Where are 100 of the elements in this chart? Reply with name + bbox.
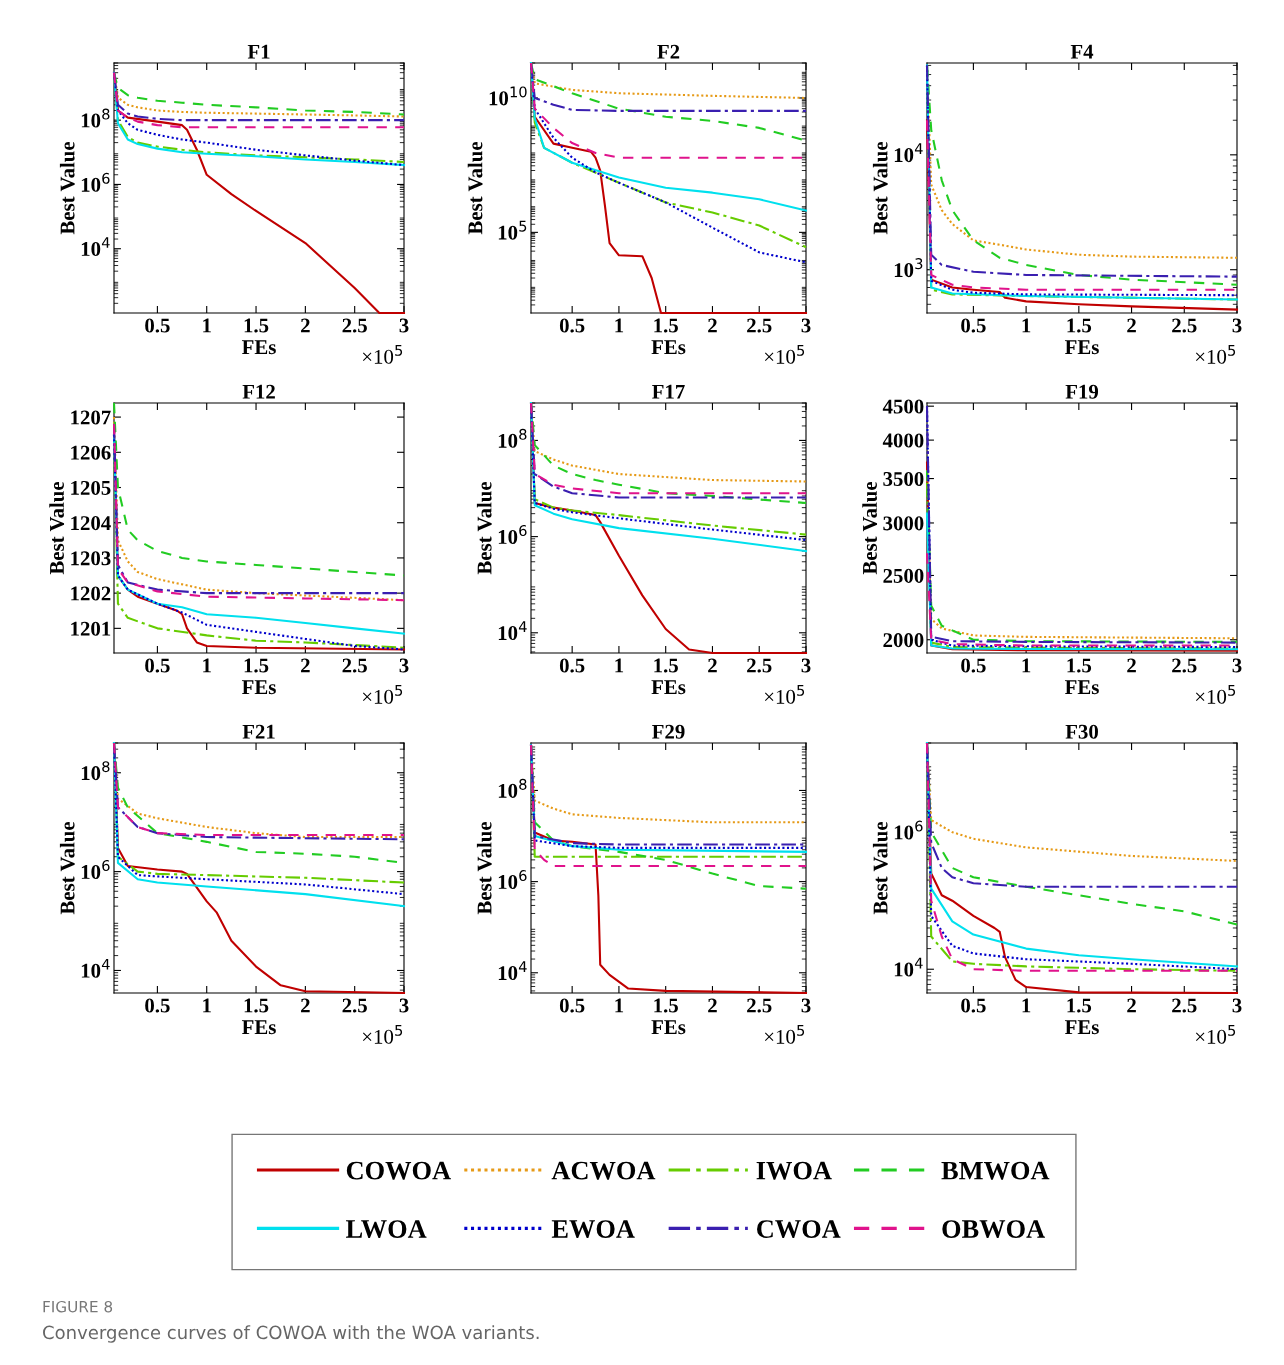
x-tick-label: 1 (203, 998, 211, 1013)
text: Convergence curves of COWOA with the WOA variants. (43, 1325, 539, 1343)
x-tick-label: 2 (1127, 318, 1136, 333)
x-tick-label: 2 (708, 658, 717, 673)
legend-label: BMWOA (941, 1161, 1050, 1180)
x-axis-title: FEs (1064, 680, 1099, 695)
x-tick-label: 0.5 (145, 998, 170, 1013)
text: ×10$^{5}$ (362, 345, 403, 364)
text: ×10$^{5}$ (1195, 1025, 1236, 1044)
x-tick-label: 0.5 (961, 658, 986, 673)
chart-title: F21 (242, 724, 275, 739)
y-tick-label: 3500 (883, 471, 924, 486)
x-tick-label: 3 (801, 658, 811, 673)
x-tick-label: 2 (1127, 998, 1136, 1013)
y-tick-label: 1202 (71, 586, 111, 601)
chart-title: F29 (652, 724, 685, 739)
y-tick-label: 10$^{8}$ (81, 108, 110, 128)
x-tick-label: 1.5 (1067, 318, 1092, 333)
y-tick-label: 10$^{10}$ (489, 86, 527, 106)
x-tick-label: 2.5 (1172, 658, 1197, 673)
y-tick-label: 10$^{3}$ (894, 258, 923, 278)
x-axis-title: FEs (1064, 1020, 1099, 1035)
x-tick-label: 0.5 (559, 998, 585, 1013)
y-tick-label: 1205 (71, 480, 111, 495)
y-tick-label: 10$^{4}$ (498, 621, 527, 641)
x-tick-label: 3 (399, 658, 409, 673)
y-tick-label: 10$^{4}$ (498, 961, 527, 981)
y-tick-label: 10$^{6}$ (498, 525, 527, 545)
x-axis-title: FEs (241, 340, 276, 355)
y-tick-label: 4000 (882, 433, 924, 448)
x-tick-label: 3 (801, 998, 811, 1013)
y-tick-label: 10$^{8}$ (498, 428, 527, 448)
chart-title: F12 (242, 384, 275, 399)
x-tick-label: 3 (399, 318, 409, 333)
text: ×10$^{5}$ (362, 1025, 403, 1044)
x-tick-label: 1 (615, 998, 624, 1013)
x-tick-label: 1 (615, 318, 624, 333)
y-axis-title: Best Value (49, 481, 65, 575)
y-tick-label: 3000 (883, 516, 924, 531)
x-tick-label: 3 (1232, 318, 1242, 333)
x-tick-label: 0.5 (559, 318, 585, 333)
legend-label: ACWOA (551, 1161, 656, 1180)
x-axis-title: FEs (651, 340, 686, 355)
x-tick-label: 0.5 (145, 658, 170, 673)
text: ×10$^{5}$ (764, 1025, 805, 1044)
x-tick-label: 0.5 (559, 658, 585, 673)
x-tick-label: 2.5 (747, 658, 772, 673)
x-tick-label: 1.5 (244, 658, 269, 673)
x-tick-label: 2.5 (342, 318, 367, 333)
y-tick-label: 10$^{4}$ (81, 958, 110, 978)
x-tick-label: 1.5 (244, 318, 269, 333)
x-tick-label: 2 (301, 998, 310, 1013)
x-tick-label: 0.5 (145, 318, 170, 333)
x-tick-label: 2.5 (342, 658, 367, 673)
x-tick-label: 1.5 (654, 658, 678, 673)
chart-title: F19 (1065, 384, 1099, 399)
legend-label: COWOA (346, 1161, 451, 1180)
x-axis-title: FEs (651, 1020, 686, 1035)
y-tick-label: 10$^{6}$ (894, 820, 923, 840)
x-axis-title: FEs (651, 680, 686, 695)
y-axis-title: Best Value (476, 481, 492, 575)
chart-title: F17 (652, 384, 685, 399)
y-tick-label: 10$^{6}$ (81, 172, 110, 192)
legend-label: IWOA (756, 1161, 832, 1180)
x-tick-label: 2.5 (747, 318, 772, 333)
x-tick-label: 1 (1022, 658, 1031, 673)
x-tick-label: 2 (301, 658, 310, 673)
chart-title: F4 (1070, 44, 1094, 59)
y-tick-label: 4500 (882, 399, 924, 414)
text: ×10$^{5}$ (764, 345, 805, 364)
x-tick-label: 1.5 (1067, 998, 1092, 1013)
x-tick-label: 1 (203, 658, 211, 673)
y-tick-label: 1206 (71, 445, 111, 460)
text: ×10$^{5}$ (764, 685, 805, 704)
y-axis-title: Best Value (476, 821, 492, 915)
x-tick-label: 1.5 (244, 998, 269, 1013)
x-tick-label: 3 (1232, 998, 1242, 1013)
y-tick-label: 10$^{4}$ (81, 237, 110, 257)
chart-title: F1 (247, 44, 270, 59)
y-tick-label: 1207 (71, 410, 111, 425)
text: ×10$^{5}$ (362, 685, 403, 704)
x-tick-label: 2.5 (1172, 998, 1197, 1013)
y-axis-title: Best Value (872, 141, 888, 235)
y-axis-title: Best Value (59, 141, 75, 235)
y-tick-label: 10$^{6}$ (498, 870, 527, 890)
x-tick-label: 0.5 (961, 998, 986, 1013)
y-tick-label: 10$^{8}$ (498, 778, 527, 798)
x-tick-label: 2 (708, 318, 717, 333)
x-tick-label: 1 (1022, 998, 1031, 1013)
x-tick-label: 2.5 (747, 998, 772, 1013)
x-tick-label: 1.5 (654, 318, 678, 333)
x-tick-label: 2 (708, 998, 717, 1013)
x-tick-label: 1.5 (654, 998, 678, 1013)
chart-title: F30 (1065, 724, 1098, 739)
y-tick-label: 2000 (883, 633, 924, 648)
x-tick-label: 1 (1022, 318, 1031, 333)
text: ×10$^{5}$ (1195, 345, 1236, 364)
legend-label: EWOA (551, 1220, 635, 1239)
y-tick-label: 10$^{4}$ (894, 957, 923, 977)
chart-title: F2 (657, 44, 680, 59)
